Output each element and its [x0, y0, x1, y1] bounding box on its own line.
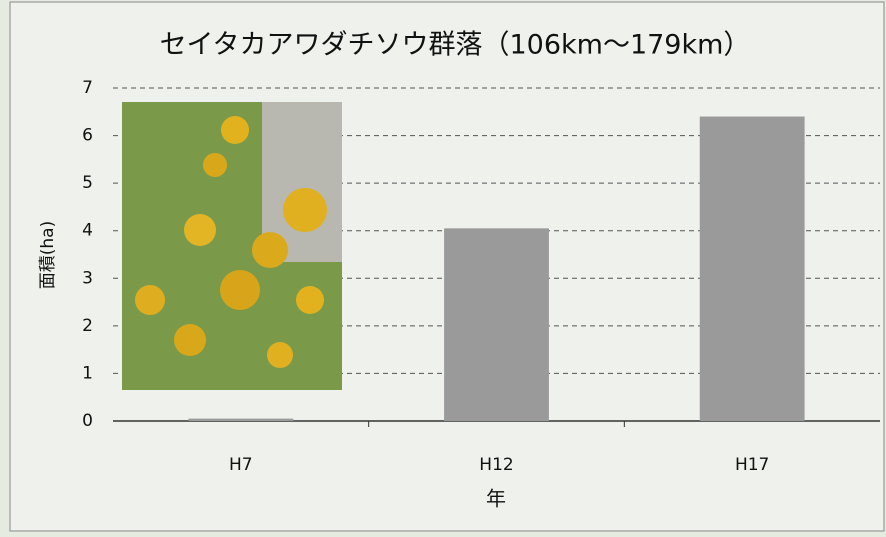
chart: セイタカアワダチソウ群落（106km～179km） 面積(ha) 年 0 1 2 3 4… [0, 0, 886, 533]
y-tick-label: 4 [82, 221, 93, 241]
y-axis-label: 面積(ha) [38, 221, 58, 289]
bar [444, 228, 549, 421]
y-tick-label: 1 [82, 363, 93, 383]
y-tick-label: 3 [82, 268, 93, 288]
photo [122, 102, 342, 390]
y-tick-label: 0 [82, 411, 93, 431]
y-tick-label: 5 [82, 173, 93, 193]
x-tick-label: H12 [479, 455, 513, 475]
x-tick-label: H7 [229, 455, 253, 475]
x-axis-label: 年 [486, 487, 506, 511]
bar [188, 419, 293, 421]
bar [700, 117, 805, 421]
y-tick-label: 2 [82, 316, 93, 336]
y-tick-label: 7 [82, 78, 93, 98]
chart-title: セイタカアワダチソウ群落（106km～179km） [160, 30, 751, 61]
y-tick-label: 6 [82, 126, 93, 146]
x-tick-label: H17 [735, 455, 769, 475]
